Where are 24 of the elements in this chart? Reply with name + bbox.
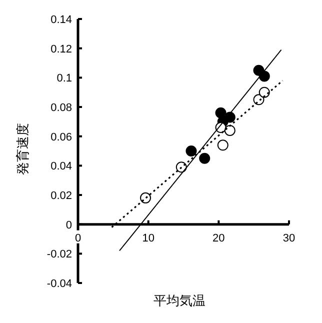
point: [140, 192, 152, 204]
y-tick-label: 0.06: [50, 131, 72, 144]
y-tick-label: 0: [66, 219, 72, 232]
x-tick-label: 10: [142, 232, 154, 244]
y-tick-label: 0.14: [50, 14, 72, 26]
point: [224, 124, 236, 136]
point: [258, 70, 270, 82]
y-axis-title: 発育速度: [15, 123, 30, 175]
point: [199, 152, 210, 164]
y-tick-label: -0.04: [46, 278, 72, 290]
y-tick-label: 0.02: [50, 190, 72, 202]
point: [258, 86, 270, 98]
point: [217, 140, 228, 151]
y-tick-label: 0.04: [50, 160, 72, 173]
x-axis-title: 平均気温: [154, 293, 206, 308]
x-tick-label: 20: [212, 232, 225, 244]
x-tick-label: 30: [282, 232, 296, 244]
point: [186, 146, 197, 156]
point: [224, 112, 236, 123]
y-tick-label: 0.08: [50, 102, 72, 114]
y-tick-label: 0.1: [56, 72, 72, 85]
y-tick-label: -0.02: [46, 248, 72, 261]
y-tick-label: 0.12: [50, 43, 72, 56]
x-tick-label: 0: [74, 232, 82, 244]
